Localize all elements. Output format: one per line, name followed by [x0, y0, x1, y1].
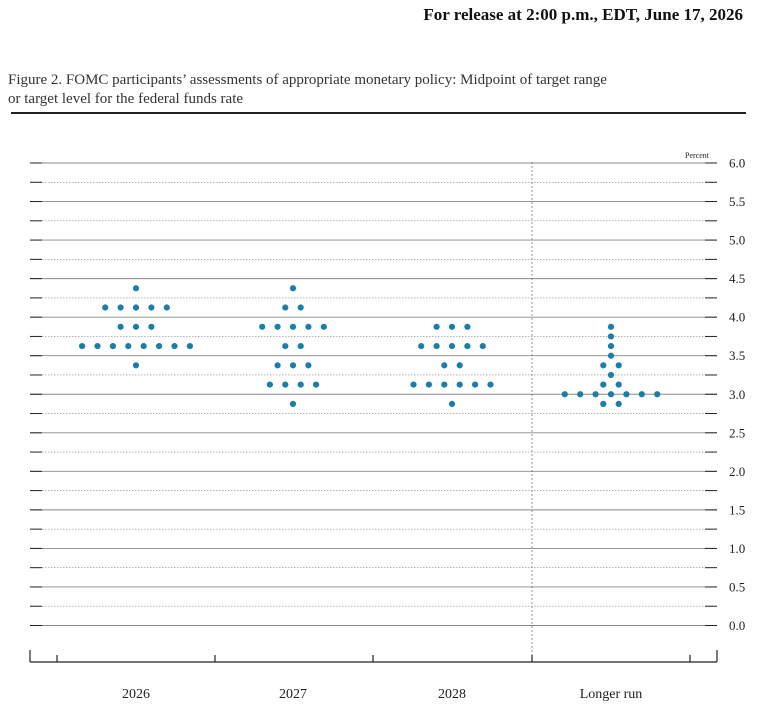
participant-dot — [577, 391, 584, 398]
participant-dot — [448, 342, 456, 350]
participant-dot — [109, 342, 116, 350]
participant-dot — [305, 323, 312, 330]
y-tick-label: 2.5 — [729, 425, 745, 440]
participant-dot — [464, 342, 471, 350]
participant-dot — [289, 362, 297, 369]
participant-dot — [289, 323, 297, 330]
y-tick-label: 1.5 — [729, 502, 745, 517]
participant-dot — [456, 381, 463, 388]
figure-title: Figure 2. FOMC participants’ assessments… — [8, 72, 607, 107]
axes — [29, 162, 718, 663]
release-note: For release at 2:00 p.m., EDT, June 17, … — [423, 5, 743, 24]
participant-dot — [479, 342, 486, 350]
participant-dot — [561, 391, 568, 398]
participant-dot — [456, 362, 463, 369]
participant-dot — [297, 381, 304, 388]
participant-dot — [148, 323, 155, 330]
participant-dot — [282, 304, 289, 311]
participant-dot — [148, 304, 155, 311]
participant-dot — [600, 400, 607, 407]
participant-dot — [125, 342, 132, 350]
participant-dot — [623, 391, 630, 398]
participant-dot — [313, 381, 320, 388]
participant-dot — [274, 362, 281, 369]
participant-dot — [117, 304, 124, 311]
y-tick-label: 4.0 — [729, 310, 745, 325]
y-tick-label: 0.0 — [729, 618, 745, 633]
participant-dot — [320, 323, 327, 330]
y-tick-label: 3.0 — [729, 387, 745, 402]
participant-dot — [433, 342, 440, 350]
participant-dot — [289, 285, 297, 292]
participant-dot — [607, 323, 615, 330]
participant-dot — [259, 323, 266, 330]
x-tick-label: 2028 — [438, 687, 466, 702]
x-tick-label: 2027 — [279, 687, 307, 702]
participant-dot — [297, 304, 304, 311]
y-tick-label: 0.5 — [729, 579, 745, 594]
participant-dot — [607, 371, 615, 379]
participant-dot — [186, 342, 193, 350]
participant-dot — [600, 381, 607, 388]
participant-dot — [607, 391, 615, 398]
title-rule — [11, 112, 746, 114]
participant-dot — [79, 342, 86, 350]
participant-dot — [607, 352, 615, 359]
participant-dot — [274, 323, 281, 330]
grid-lines — [30, 162, 717, 626]
participant-dot — [607, 333, 615, 340]
y-tick-label: 5.0 — [729, 233, 745, 248]
participant-dot — [487, 381, 494, 388]
y-axis-label: Percent — [685, 151, 710, 160]
participant-dot — [600, 362, 607, 369]
participant-dot — [266, 381, 273, 388]
x-tick-label: 2026 — [122, 687, 150, 702]
y-tick-label: 1.0 — [729, 541, 745, 556]
participant-dot — [140, 342, 147, 350]
participant-dot — [117, 323, 124, 330]
participant-dot — [441, 381, 448, 388]
participant-dot — [132, 285, 140, 292]
participant-dot — [607, 342, 615, 350]
participant-dot — [615, 362, 622, 369]
participant-dot — [282, 381, 289, 388]
participant-dot — [132, 362, 140, 369]
participant-dot — [448, 400, 456, 407]
participant-dot — [282, 342, 289, 350]
participant-dot — [638, 391, 645, 398]
participant-dot — [410, 381, 417, 388]
participant-dot — [433, 323, 440, 330]
participant-dot — [156, 342, 163, 350]
participant-dot — [425, 381, 432, 388]
labels: 0.0 0.5 1.0 1.5 2.0 2.5 3.0 3.5 4.0 4.5 5.0 5.5 6.0 P… — [122, 151, 745, 702]
y-tick-label: 4.5 — [729, 271, 745, 286]
x-tick-label: Longer run — [580, 687, 643, 702]
y-tick-label: 2.0 — [729, 464, 745, 479]
participant-dot — [448, 323, 456, 330]
participant-dot — [132, 304, 140, 311]
participant-dot — [305, 362, 312, 369]
dots — [79, 285, 661, 407]
participant-dot — [94, 342, 101, 350]
participant-dot — [464, 323, 471, 330]
participant-dot — [615, 400, 622, 407]
participant-dot — [654, 391, 661, 398]
participant-dot — [102, 304, 109, 311]
y-tick-label: 5.5 — [729, 194, 745, 209]
y-tick-label: 3.5 — [729, 348, 745, 363]
y-tick-label: 6.0 — [729, 156, 745, 171]
participant-dot — [132, 323, 140, 330]
participant-dot — [441, 362, 448, 369]
participant-dot — [418, 342, 425, 350]
participant-dot — [289, 400, 297, 407]
participant-dot — [171, 342, 178, 350]
participant-dot — [472, 381, 479, 388]
participant-dot — [297, 342, 304, 350]
participant-dot — [615, 381, 622, 388]
participant-dot — [592, 391, 599, 398]
participant-dot — [163, 304, 170, 311]
